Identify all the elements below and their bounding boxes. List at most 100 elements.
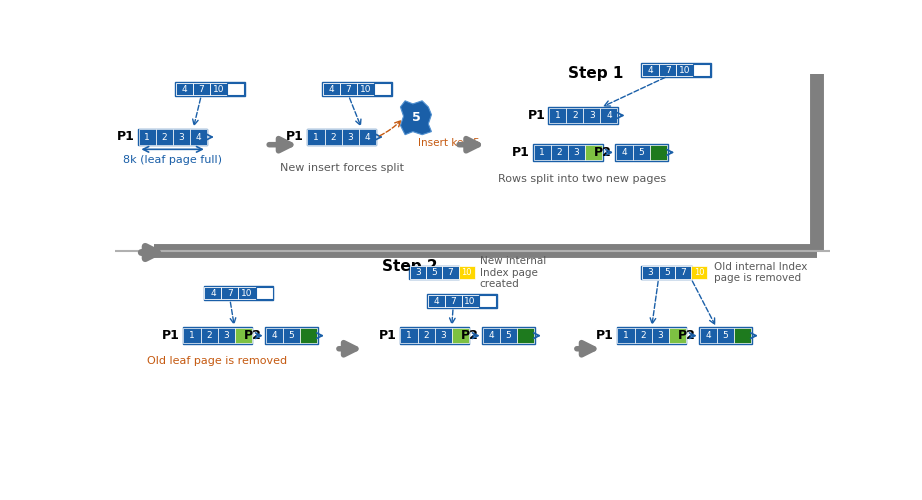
- Text: 2: 2: [557, 148, 562, 157]
- Text: New insert forces split: New insert forces split: [279, 163, 404, 173]
- Bar: [400, 328, 418, 344]
- Text: 7: 7: [680, 268, 686, 277]
- Bar: [452, 328, 468, 344]
- Bar: [642, 63, 711, 77]
- Text: 2: 2: [330, 132, 336, 141]
- Bar: [692, 266, 707, 278]
- Bar: [205, 287, 221, 300]
- Bar: [399, 327, 469, 344]
- Text: 3: 3: [178, 132, 184, 141]
- Bar: [482, 327, 535, 344]
- Bar: [175, 82, 244, 96]
- Bar: [183, 327, 253, 344]
- Bar: [190, 130, 207, 144]
- Bar: [322, 82, 392, 96]
- Text: 10: 10: [694, 268, 704, 277]
- Bar: [632, 144, 650, 160]
- Text: 3: 3: [647, 268, 654, 277]
- Text: 1: 1: [623, 331, 629, 340]
- Text: 10: 10: [465, 296, 476, 306]
- Text: 5: 5: [411, 112, 420, 124]
- Bar: [642, 266, 692, 280]
- Text: 5: 5: [289, 331, 294, 340]
- Text: 7: 7: [346, 85, 351, 94]
- Text: Step 1: Step 1: [568, 66, 623, 81]
- Text: P1: P1: [596, 329, 613, 342]
- Text: P2: P2: [461, 329, 479, 342]
- Bar: [716, 328, 734, 344]
- Bar: [409, 266, 459, 280]
- Bar: [325, 130, 341, 144]
- Bar: [255, 287, 273, 300]
- Text: 8k (leaf page full): 8k (leaf page full): [124, 155, 222, 165]
- Bar: [550, 108, 566, 123]
- Bar: [550, 144, 568, 160]
- Text: 7: 7: [198, 85, 204, 94]
- Bar: [479, 295, 496, 307]
- Bar: [533, 144, 603, 161]
- Text: 4: 4: [606, 111, 611, 120]
- Bar: [418, 328, 434, 344]
- Text: 1: 1: [144, 132, 150, 141]
- Bar: [699, 327, 751, 344]
- Text: 2: 2: [207, 331, 212, 340]
- Bar: [462, 295, 479, 307]
- Text: 3: 3: [223, 331, 229, 340]
- Bar: [534, 144, 550, 160]
- Bar: [138, 130, 156, 144]
- Text: 4: 4: [621, 148, 627, 157]
- Text: 4: 4: [328, 85, 335, 94]
- Text: 4: 4: [182, 85, 187, 94]
- Bar: [458, 266, 475, 278]
- Text: 3: 3: [573, 148, 579, 157]
- Text: 1: 1: [555, 111, 561, 120]
- Bar: [444, 295, 462, 307]
- Text: 7: 7: [450, 296, 456, 306]
- Bar: [618, 328, 634, 344]
- Text: 1: 1: [406, 331, 412, 340]
- Bar: [549, 107, 619, 124]
- Bar: [615, 144, 668, 161]
- Text: P2: P2: [594, 146, 612, 159]
- Bar: [634, 328, 652, 344]
- Text: 10: 10: [242, 289, 253, 298]
- Text: 7: 7: [227, 289, 233, 298]
- Bar: [616, 144, 632, 160]
- Text: 4: 4: [433, 296, 439, 306]
- Bar: [218, 328, 234, 344]
- Bar: [137, 128, 207, 146]
- Bar: [340, 83, 357, 96]
- Bar: [239, 287, 255, 300]
- Bar: [210, 83, 227, 96]
- Text: 5: 5: [664, 268, 669, 277]
- Text: 2: 2: [640, 331, 645, 340]
- Bar: [323, 83, 340, 96]
- Bar: [658, 266, 675, 278]
- Bar: [234, 328, 252, 344]
- Text: Old internal Index
page is removed: Old internal Index page is removed: [714, 262, 807, 283]
- Bar: [675, 266, 692, 278]
- Text: 4: 4: [195, 132, 201, 141]
- Text: 7: 7: [447, 268, 454, 277]
- Text: P2: P2: [678, 329, 696, 342]
- Text: 2: 2: [572, 111, 578, 120]
- Bar: [266, 328, 283, 344]
- Text: New internal
Index page
created: New internal Index page created: [479, 256, 546, 289]
- Text: P2: P2: [243, 329, 262, 342]
- Text: P1: P1: [161, 329, 180, 342]
- Text: 5: 5: [505, 331, 511, 340]
- Text: Rows split into two new pages: Rows split into two new pages: [498, 174, 666, 184]
- Bar: [434, 328, 452, 344]
- Bar: [221, 287, 239, 300]
- Text: 4: 4: [489, 331, 494, 340]
- Text: 10: 10: [462, 268, 472, 277]
- Text: 4: 4: [705, 331, 711, 340]
- Text: 1: 1: [313, 132, 319, 141]
- Bar: [584, 108, 600, 123]
- Bar: [566, 108, 584, 123]
- Text: Step 2: Step 2: [382, 258, 438, 274]
- Bar: [283, 328, 300, 344]
- Text: 5: 5: [639, 148, 644, 157]
- Bar: [428, 295, 444, 307]
- Text: 7: 7: [665, 66, 670, 74]
